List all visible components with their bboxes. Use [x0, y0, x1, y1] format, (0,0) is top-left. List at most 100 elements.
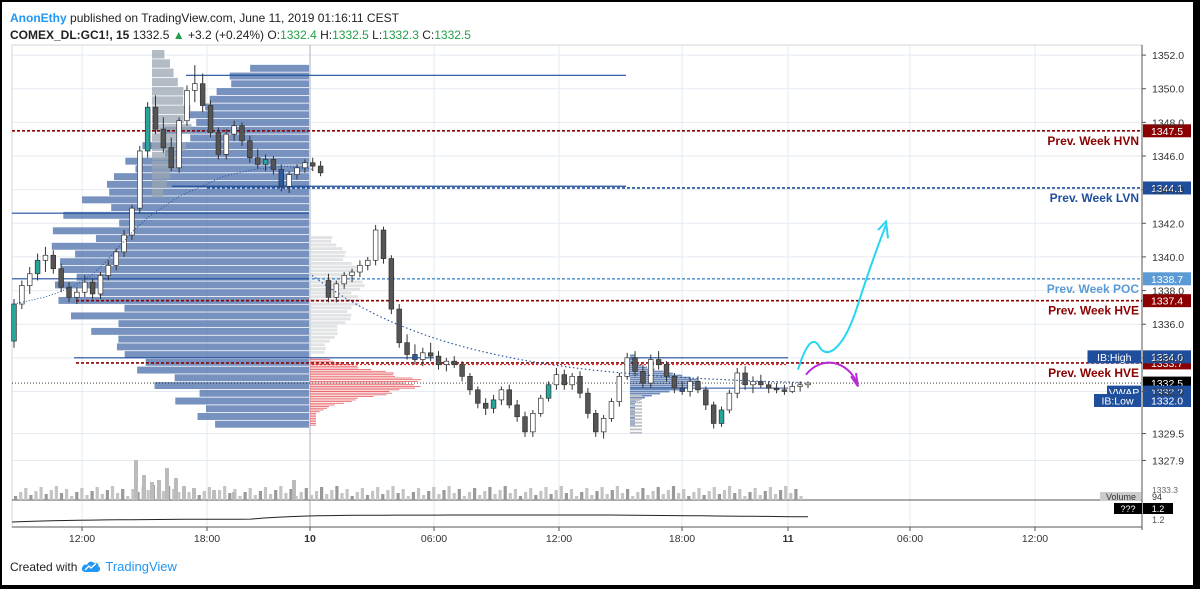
volume-bar: [253, 495, 257, 500]
candle-body: [42, 254, 49, 261]
forecast-path-cyan: [797, 224, 887, 370]
candle-body: [333, 283, 340, 298]
volume-bar: [396, 493, 400, 500]
candle: [467, 372, 473, 395]
symbol-header: COMEX_DL:GC1!, 15 1332.5 ▲ +3.2 (+0.24%)…: [10, 28, 471, 42]
candle-body: [718, 409, 725, 424]
candle-body: [632, 357, 638, 372]
indicator-label: ???: [1120, 504, 1135, 514]
volume-bar: [218, 490, 222, 500]
candle-body: [27, 273, 33, 286]
profile-bar: [310, 339, 330, 343]
volume-bar: [779, 490, 783, 500]
candle-body: [302, 162, 308, 169]
volume-bar: [350, 496, 354, 500]
volume-spike: [174, 478, 178, 500]
volume-bar: [294, 496, 298, 500]
candle: [506, 384, 512, 409]
profile-bar-right: [630, 396, 646, 399]
volume-bar: [773, 494, 778, 500]
volume-bar: [605, 494, 609, 500]
volume-bar: [702, 495, 706, 500]
candle: [199, 73, 206, 113]
volume-bar: [554, 490, 558, 500]
volume-bar: [651, 491, 655, 500]
candle: [773, 383, 780, 394]
candle-body: [176, 120, 182, 169]
candle-body: [663, 364, 670, 377]
candle-body: [160, 128, 167, 148]
candles: [11, 65, 811, 439]
candle-body: [137, 150, 143, 209]
candle-body: [687, 381, 693, 392]
volume-bar: [626, 489, 630, 500]
volume-bar: [75, 492, 79, 500]
level-price-tag-text: 1344.1: [1151, 183, 1183, 195]
candle: [412, 344, 418, 365]
profile-bar-grey: [630, 404, 642, 407]
candle: [254, 149, 261, 170]
tradingview-cloud-icon: [82, 561, 101, 572]
x-axis-ticks: 12:00 18:00 10 06:00 12:00 18:00 11 06:00 12:00: [69, 527, 1048, 545]
volume-bar: [325, 494, 329, 500]
profile-bar: [310, 254, 345, 258]
volume-bar: [284, 493, 288, 500]
value-tag-text: 1334.0: [1151, 352, 1183, 364]
volume-bar: [483, 491, 487, 500]
volume-spike: [192, 488, 196, 500]
volume-bar: [564, 493, 568, 500]
level-label: Prev. Week HVE: [1048, 366, 1139, 380]
candle: [50, 250, 57, 274]
candle: [718, 406, 725, 427]
candle: [74, 287, 80, 305]
volume-bar: [452, 493, 456, 500]
volume-bar: [763, 491, 767, 500]
volume-bar: [335, 486, 339, 500]
candle-body: [223, 133, 229, 155]
candle: [435, 351, 442, 370]
y-tick-label: 1329.5: [1152, 429, 1184, 441]
volume-bar: [95, 487, 99, 500]
profile-bar: [154, 382, 309, 390]
profile-bar: [70, 312, 309, 320]
profile-bar-grey: [630, 415, 642, 417]
volume-bar: [508, 493, 512, 500]
profile-bar: [125, 157, 309, 165]
profile-bar: [310, 347, 326, 350]
candle: [577, 371, 583, 399]
y-tick-label: 1340.0: [1152, 252, 1184, 264]
volume-bar: [386, 490, 390, 500]
candle: [514, 399, 520, 422]
candle: [655, 351, 662, 370]
profile-bar: [310, 343, 326, 347]
volume-bar: [784, 486, 788, 500]
volume-bar: [615, 486, 619, 500]
candle-body: [129, 207, 135, 236]
volume-bar: [187, 492, 191, 500]
candle: [443, 357, 450, 372]
volume-bar: [498, 490, 502, 500]
profile-bar: [152, 179, 167, 189]
profile-bar: [310, 324, 338, 328]
volume-spike: [212, 490, 216, 500]
profile-bar-right: [630, 392, 661, 395]
profile-bar: [164, 149, 309, 157]
candle-body: [192, 83, 198, 91]
volume-bar: [513, 489, 517, 500]
candle-body: [593, 413, 599, 433]
tradingview-brand[interactable]: TradingView: [105, 559, 177, 574]
candle-body: [655, 359, 662, 365]
author-name[interactable]: AnonEthy: [10, 11, 67, 25]
profile-bar: [152, 124, 192, 133]
candle-body: [789, 386, 795, 392]
profile-bar: [52, 227, 309, 235]
volume-bar: [620, 493, 625, 500]
volume-bar: [126, 496, 130, 500]
candle-body: [396, 308, 402, 344]
volume-bar: [569, 489, 574, 500]
volume-bar: [177, 492, 181, 500]
symbol-label[interactable]: COMEX_DL:GC1!, 15: [10, 28, 130, 42]
volume-bar: [544, 487, 548, 500]
volume-bar: [631, 496, 635, 500]
